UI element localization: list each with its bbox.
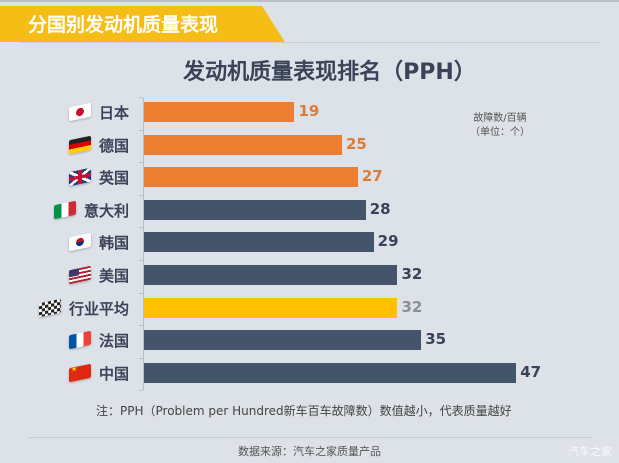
value-label: 32 xyxy=(401,265,423,283)
bar xyxy=(144,232,374,253)
watermark: 汽车之家 xyxy=(568,445,612,458)
footer-divider xyxy=(28,437,593,438)
bar-row: 英国 27 xyxy=(0,162,619,188)
korea-flag-icon xyxy=(69,233,91,252)
bar xyxy=(144,167,358,188)
chart-title: 发动机质量表现排名（PPH） xyxy=(183,60,476,85)
axis-tick xyxy=(139,97,143,98)
bar-row: 美国 32 xyxy=(0,260,619,286)
axis-tick xyxy=(139,325,143,327)
value-label: 27 xyxy=(361,167,383,186)
bar-row: 德国 25 xyxy=(0,129,619,156)
category-label: 韩国 xyxy=(98,234,129,253)
value-label: 32 xyxy=(401,297,423,316)
value-label: 28 xyxy=(369,199,391,218)
value-label: 29 xyxy=(377,232,399,251)
bar xyxy=(144,102,295,122)
value-label: 35 xyxy=(425,330,447,349)
unit-label: 故障数/百辆 （单位：个） xyxy=(450,112,550,140)
category-label: 英国 xyxy=(98,169,129,188)
y-axis xyxy=(143,98,144,390)
footnote: 注：PPH（Problem per Hundred新车百车故障数）数值越小，代表… xyxy=(96,404,512,418)
bar-row: 行业平均 32 xyxy=(0,292,619,319)
bar xyxy=(144,265,398,285)
section-banner xyxy=(0,6,285,42)
data-source: 数据来源：汽车之家质量产品 xyxy=(238,445,381,458)
italy-flag-icon xyxy=(54,200,76,220)
axis-tick xyxy=(139,162,143,164)
category-label: 法国 xyxy=(98,332,129,351)
category-label: 德国 xyxy=(98,136,129,155)
bar-row: 意大利 28 xyxy=(0,194,619,221)
bar xyxy=(144,199,366,220)
bar xyxy=(144,330,422,351)
axis-tick xyxy=(139,227,143,229)
axis-tick xyxy=(139,194,143,196)
axis-tick xyxy=(139,260,143,261)
checkered-flag-icon xyxy=(39,298,61,317)
category-label: 美国 xyxy=(98,267,129,285)
usa-flag-icon xyxy=(69,265,91,285)
bar-row: 法国 35 xyxy=(0,325,619,351)
france-flag-icon xyxy=(69,330,91,350)
value-label: 25 xyxy=(346,134,367,153)
category-label: 意大利 xyxy=(83,201,129,220)
bar xyxy=(144,134,342,155)
unit-line-2: （单位：个） xyxy=(470,127,530,138)
axis-tick xyxy=(139,292,143,294)
axis-tick xyxy=(139,357,143,359)
value-label: 47 xyxy=(520,362,542,381)
banner-title: 分国别发动机质量表现 xyxy=(28,14,219,36)
bar-row: 中国 47 xyxy=(0,357,619,384)
top-border xyxy=(0,0,619,2)
axis-tick xyxy=(139,390,143,392)
axis-tick xyxy=(139,129,143,131)
germany-flag-icon xyxy=(69,135,91,154)
unit-line-1: 故障数/百辆 xyxy=(473,113,527,124)
banner-divider xyxy=(20,42,600,43)
bar-row: 日本 19 xyxy=(0,97,619,123)
category-label: 日本 xyxy=(98,104,129,122)
value-label: 19 xyxy=(298,102,320,120)
china-flag-icon xyxy=(69,363,91,383)
category-label: 行业平均 xyxy=(68,299,129,318)
bar xyxy=(144,362,517,383)
uk-flag-icon xyxy=(69,167,91,187)
category-label: 中国 xyxy=(98,364,129,383)
bar-row: 韩国 29 xyxy=(0,227,619,253)
bar xyxy=(144,297,398,318)
japan-flag-icon xyxy=(69,102,91,122)
